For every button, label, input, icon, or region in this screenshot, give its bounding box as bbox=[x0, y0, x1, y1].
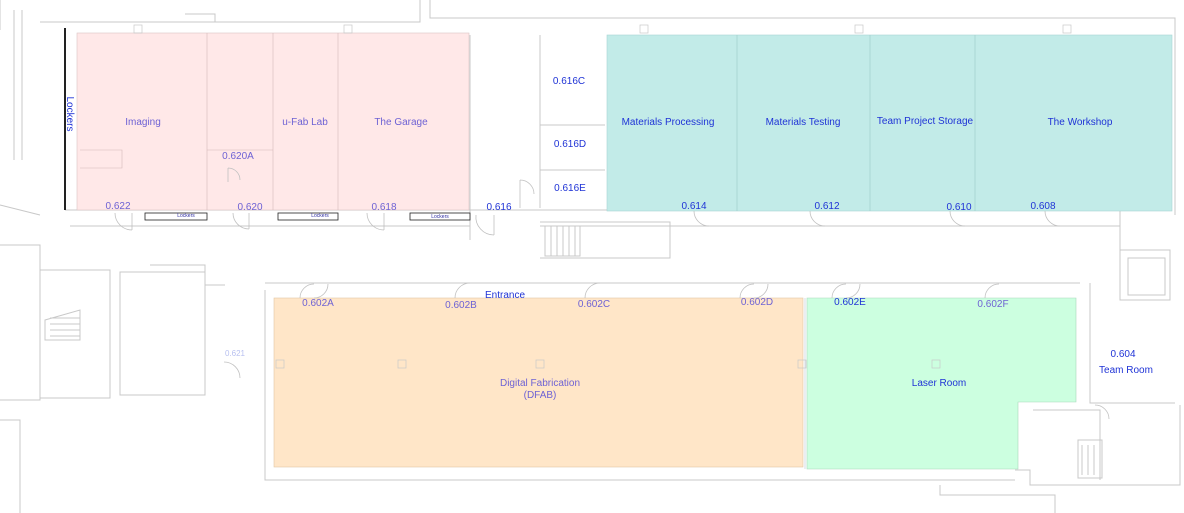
room-number-620: 0.620 bbox=[237, 202, 263, 213]
room-number-602d: 0.602D bbox=[740, 297, 774, 308]
room-number-621: 0.621 bbox=[224, 349, 246, 358]
locker-units bbox=[64, 28, 471, 221]
room-number-616e[interactable]: 0.616E bbox=[554, 183, 586, 194]
room-number-620a: 0.620A bbox=[222, 151, 254, 162]
room-number-602f: 0.602F bbox=[977, 299, 1009, 310]
room-the-workshop[interactable]: The Workshop bbox=[1047, 117, 1113, 128]
room-digital-fabrication-line2[interactable]: (DFAB) bbox=[523, 390, 557, 401]
columns bbox=[133, 24, 1072, 369]
lockers-label-2: Lockers bbox=[311, 213, 329, 219]
room-number-610: 0.610 bbox=[946, 202, 972, 213]
room-number-602a: 0.602A bbox=[302, 298, 334, 309]
room-imaging[interactable]: Imaging bbox=[125, 117, 161, 128]
teal-dividers bbox=[736, 35, 976, 211]
doors bbox=[114, 167, 1110, 420]
room-number-602e: 0.602E bbox=[834, 297, 866, 308]
room-team-room[interactable]: Team Room bbox=[1099, 365, 1153, 376]
room-ufab-lab[interactable]: u-Fab Lab bbox=[282, 117, 328, 128]
room-laser-room[interactable]: Laser Room bbox=[911, 378, 967, 389]
pink-dividers bbox=[80, 33, 339, 210]
room-number-616d[interactable]: 0.616D bbox=[553, 139, 587, 150]
room-number-616: 0.616 bbox=[486, 202, 512, 213]
room-number-604: 0.604 bbox=[1110, 349, 1136, 360]
room-number-622: 0.622 bbox=[105, 201, 131, 212]
room-team-project-storage[interactable]: Team Project Storage bbox=[876, 116, 974, 127]
lockers-label-3: Lockers bbox=[431, 214, 449, 220]
lockers-label-1: Lockers bbox=[177, 213, 195, 219]
room-number-614: 0.614 bbox=[681, 201, 707, 212]
room-number-602b: 0.602B bbox=[445, 300, 477, 311]
entrance-label: Entrance bbox=[484, 290, 526, 301]
room-the-garage[interactable]: The Garage bbox=[374, 117, 428, 128]
zone-green bbox=[806, 297, 1077, 470]
lockers-vertical-label: Lockers bbox=[64, 96, 75, 132]
stairs bbox=[44, 225, 1101, 475]
zone-orange bbox=[273, 297, 804, 468]
room-number-612: 0.612 bbox=[814, 201, 840, 212]
room-digital-fabrication-line1[interactable]: Digital Fabrication bbox=[499, 378, 581, 389]
zone-teal bbox=[606, 34, 1173, 212]
room-number-616c[interactable]: 0.616C bbox=[552, 76, 586, 87]
room-materials-testing[interactable]: Materials Testing bbox=[765, 117, 841, 128]
room-number-608: 0.608 bbox=[1030, 201, 1056, 212]
room-materials-processing[interactable]: Materials Processing bbox=[621, 117, 715, 128]
room-number-602c: 0.602C bbox=[577, 299, 611, 310]
room-number-618: 0.618 bbox=[371, 202, 397, 213]
